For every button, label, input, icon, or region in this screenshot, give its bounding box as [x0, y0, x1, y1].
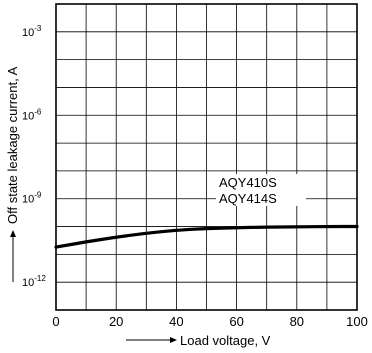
y-arrow-icon [10, 230, 16, 237]
annotation-aqy414s: AQY414S [219, 191, 277, 206]
y-tick-labels: 10-3 10-6 10-9 10-12 [22, 24, 46, 289]
annotation-bg-2 [216, 190, 306, 206]
annotation-bg-1 [216, 174, 306, 190]
x-tick-label: 100 [346, 314, 368, 329]
y-axis-label-group: Off state leakage current, A [5, 66, 20, 282]
x-tick-label: 80 [290, 314, 304, 329]
x-tick-label: 60 [229, 314, 243, 329]
x-axis-label-group: Load voltage, V [126, 333, 271, 348]
grid [56, 4, 357, 310]
annotation-aqy410s: AQY410S [219, 175, 277, 190]
x-tick-label: 40 [169, 314, 183, 329]
x-tick-labels: 0 20 40 60 80 100 [52, 314, 367, 329]
plot-frame [55, 3, 358, 311]
y-tick-label: 10-12 [22, 274, 46, 289]
series-line [54, 224, 359, 249]
y-tick-label: 10-9 [22, 191, 42, 206]
y-tick-label: 10-6 [22, 107, 42, 122]
y-tick-label: 10-3 [22, 24, 42, 39]
x-tick-label: 20 [109, 314, 123, 329]
x-arrow-icon [170, 337, 177, 343]
y-axis-label: Off state leakage current, A [5, 66, 20, 224]
x-tick-label: 0 [52, 314, 59, 329]
x-axis-label: Load voltage, V [180, 333, 271, 348]
